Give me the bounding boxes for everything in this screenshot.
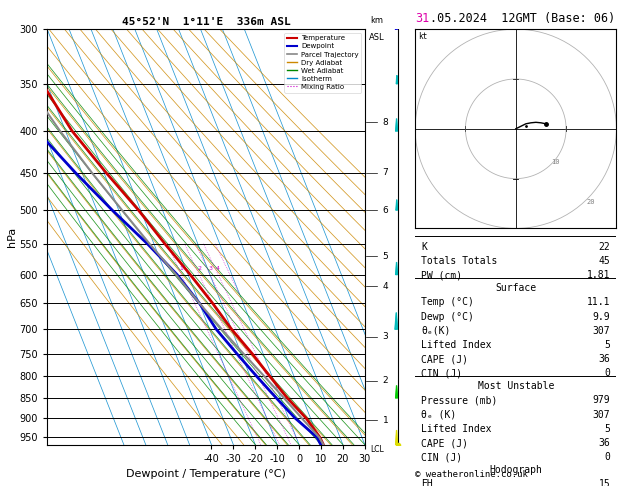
Text: PW (cm): PW (cm) bbox=[421, 270, 462, 280]
Text: .05.2024  12GMT (Base: 06): .05.2024 12GMT (Base: 06) bbox=[430, 12, 616, 25]
Text: 10: 10 bbox=[551, 158, 560, 165]
Text: 8: 8 bbox=[382, 118, 388, 126]
Text: Most Unstable: Most Unstable bbox=[477, 381, 554, 391]
Text: Temp (°C): Temp (°C) bbox=[421, 297, 474, 308]
Polygon shape bbox=[396, 13, 398, 29]
Text: 5: 5 bbox=[604, 424, 610, 434]
Text: 2: 2 bbox=[197, 266, 201, 271]
Text: Lifted Index: Lifted Index bbox=[421, 424, 492, 434]
Polygon shape bbox=[396, 200, 398, 210]
Y-axis label: hPa: hPa bbox=[7, 227, 17, 247]
Text: 15: 15 bbox=[599, 479, 610, 486]
Text: 22: 22 bbox=[599, 242, 610, 252]
Text: 11.1: 11.1 bbox=[587, 297, 610, 308]
Text: 3: 3 bbox=[382, 332, 388, 341]
Text: EH: EH bbox=[421, 479, 433, 486]
Text: 0: 0 bbox=[604, 368, 610, 379]
Text: 3: 3 bbox=[208, 266, 212, 271]
Polygon shape bbox=[396, 75, 398, 84]
Text: 0: 0 bbox=[604, 452, 610, 462]
Polygon shape bbox=[396, 119, 398, 131]
Legend: Temperature, Dewpoint, Parcel Trajectory, Dry Adiabat, Wet Adiabat, Isotherm, Mi: Temperature, Dewpoint, Parcel Trajectory… bbox=[284, 33, 361, 93]
Text: 45: 45 bbox=[599, 256, 610, 266]
Text: 36: 36 bbox=[599, 438, 610, 448]
Text: 307: 307 bbox=[593, 326, 610, 336]
Text: 20: 20 bbox=[586, 198, 595, 205]
Text: 1.81: 1.81 bbox=[587, 270, 610, 280]
Polygon shape bbox=[396, 385, 398, 398]
Text: 7: 7 bbox=[382, 168, 388, 177]
Text: 4: 4 bbox=[382, 282, 388, 291]
Text: Dewp (°C): Dewp (°C) bbox=[421, 312, 474, 322]
Text: Totals Totals: Totals Totals bbox=[421, 256, 498, 266]
Text: LCL: LCL bbox=[370, 445, 384, 454]
Polygon shape bbox=[395, 312, 398, 329]
Polygon shape bbox=[396, 262, 398, 275]
Text: 979: 979 bbox=[593, 396, 610, 405]
Text: kt: kt bbox=[418, 32, 427, 41]
Text: θₑ (K): θₑ (K) bbox=[421, 410, 457, 420]
Text: 1: 1 bbox=[382, 416, 388, 425]
Text: ASL: ASL bbox=[369, 34, 385, 42]
Text: 31: 31 bbox=[415, 12, 430, 25]
Text: 1: 1 bbox=[179, 266, 183, 271]
Text: 5: 5 bbox=[604, 340, 610, 350]
Text: 2: 2 bbox=[382, 376, 388, 385]
Text: θₑ(K): θₑ(K) bbox=[421, 326, 450, 336]
X-axis label: Dewpoint / Temperature (°C): Dewpoint / Temperature (°C) bbox=[126, 469, 286, 479]
Text: CIN (J): CIN (J) bbox=[421, 452, 462, 462]
Text: 6: 6 bbox=[382, 206, 388, 214]
Text: 9.9: 9.9 bbox=[593, 312, 610, 322]
Polygon shape bbox=[396, 430, 398, 445]
Text: 307: 307 bbox=[593, 410, 610, 420]
Text: km: km bbox=[370, 16, 384, 25]
Text: K: K bbox=[421, 242, 427, 252]
Text: Surface: Surface bbox=[495, 283, 537, 293]
Text: 5: 5 bbox=[382, 252, 388, 261]
Text: Pressure (mb): Pressure (mb) bbox=[421, 396, 498, 405]
Title: 45°52'N  1°11'E  336m ASL: 45°52'N 1°11'E 336m ASL bbox=[121, 17, 291, 27]
Text: 4: 4 bbox=[216, 266, 220, 271]
Text: Lifted Index: Lifted Index bbox=[421, 340, 492, 350]
Text: CAPE (J): CAPE (J) bbox=[421, 438, 468, 448]
Text: Hodograph: Hodograph bbox=[489, 465, 542, 475]
Text: 36: 36 bbox=[599, 354, 610, 364]
Text: © weatheronline.co.uk: © weatheronline.co.uk bbox=[415, 469, 528, 479]
Text: CAPE (J): CAPE (J) bbox=[421, 354, 468, 364]
Text: CIN (J): CIN (J) bbox=[421, 368, 462, 379]
